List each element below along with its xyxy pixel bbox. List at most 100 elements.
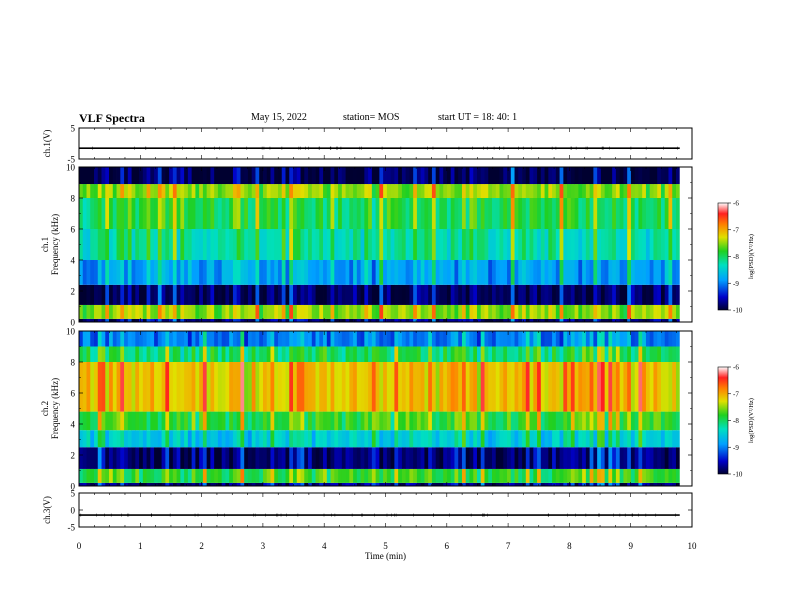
- spectrogram-cell: [293, 430, 298, 448]
- spectrogram-cell: [289, 468, 294, 483]
- spectrogram-cell: [514, 167, 519, 185]
- spectrogram-cell: [139, 304, 144, 319]
- spectrogram-cell: [615, 229, 621, 260]
- spectrogram-cell: [533, 430, 538, 448]
- spectrogram-cell: [503, 318, 508, 322]
- spectrogram-cell: [176, 184, 181, 198]
- spectrogram-cell: [619, 260, 624, 285]
- spectrogram-cell: [660, 447, 666, 469]
- spectrogram-cell: [386, 284, 392, 305]
- spectrogram-cell: [597, 198, 602, 229]
- y-axis-label: ch.3(V): [42, 496, 52, 524]
- spectrogram-cell: [600, 304, 606, 319]
- spectrogram-cell: [649, 482, 654, 486]
- spectrogram-cell: [660, 468, 666, 483]
- spectrogram-cell: [154, 331, 159, 347]
- spectrogram-cell: [341, 260, 346, 285]
- spectrogram-cell: [672, 430, 677, 448]
- spectrogram-cell: [210, 184, 215, 198]
- spectrogram-cell: [450, 304, 455, 319]
- spectrogram-cell: [161, 184, 166, 198]
- spectrogram-cell: [262, 229, 268, 260]
- spectrogram-cell: [540, 346, 545, 362]
- spectrogram-cell: [101, 468, 106, 483]
- spectrogram-cell: [630, 260, 636, 285]
- spectrogram-cell: [247, 362, 253, 412]
- spectrogram-cell: [492, 184, 497, 198]
- spectrogram-cell: [638, 331, 643, 347]
- spectrogram-cell: [675, 468, 681, 483]
- spectrogram-cell: [240, 430, 245, 448]
- spectrogram-cell: [82, 362, 87, 412]
- spectrogram-cell: [191, 346, 196, 362]
- spectrogram-cell: [169, 304, 174, 319]
- spectrogram-cell: [544, 468, 549, 483]
- spectrogram-cell: [281, 284, 286, 305]
- spectrogram-cell: [608, 167, 613, 185]
- spectrogram-cell: [600, 346, 606, 362]
- spectrogram-cell: [150, 411, 155, 431]
- spectrogram-cell: [296, 331, 301, 347]
- spectrogram-cell: [435, 362, 440, 412]
- spectrogram-cell: [401, 430, 407, 448]
- spectrogram-cell: [180, 167, 185, 185]
- spectrogram-cell: [356, 331, 361, 347]
- spectrogram-cell: [649, 318, 654, 322]
- spectrogram-cell: [86, 284, 91, 305]
- spectrogram-cell: [394, 468, 399, 483]
- spectrogram-cell: [251, 468, 256, 483]
- spectrogram-cell: [311, 304, 316, 319]
- spectrogram-cell: [484, 284, 489, 305]
- spectrogram-cell: [116, 198, 121, 229]
- spectrogram-cell: [199, 411, 204, 431]
- spectrogram-cell: [296, 346, 301, 362]
- spectrogram-cell: [379, 304, 384, 319]
- spectrogram-cell: [578, 167, 583, 185]
- spectrogram-cell: [544, 318, 549, 322]
- spectrogram-cell: [79, 304, 84, 319]
- spectrogram-cell: [492, 482, 497, 486]
- spectrogram-cell: [645, 482, 651, 486]
- spectrogram-cell: [461, 468, 467, 483]
- spectrogram-cell: [150, 430, 155, 448]
- spectrogram-cell: [150, 284, 155, 305]
- spectrogram-cell: [364, 482, 369, 486]
- spectrogram-cell: [600, 482, 606, 486]
- spectrogram-cell: [529, 411, 534, 431]
- spectrogram-cell: [356, 167, 361, 185]
- spectrogram-cell: [146, 430, 151, 448]
- spectrogram-cell: [187, 331, 193, 347]
- spectrogram-cell: [544, 482, 549, 486]
- spectrogram-cell: [484, 331, 489, 347]
- spectrogram-cell: [476, 229, 482, 260]
- spectrogram-cell: [79, 184, 84, 198]
- spectrogram-cell: [221, 167, 226, 185]
- spectrogram-cell: [375, 229, 380, 260]
- spectrogram-cell: [247, 411, 253, 431]
- spectrogram-cell: [221, 430, 226, 448]
- spectrogram-cell: [375, 260, 380, 285]
- spectrogram-cell: [473, 430, 478, 448]
- spectrogram-cell: [533, 260, 538, 285]
- spectrogram-cell: [522, 284, 527, 305]
- spectrogram-cell: [247, 430, 253, 448]
- spectrogram-cell: [356, 318, 361, 322]
- spectrogram-cell: [240, 318, 245, 322]
- spectrogram-cell: [612, 447, 617, 469]
- spectrogram-cell: [364, 411, 369, 431]
- spectrogram-cell: [161, 362, 166, 412]
- spectrogram-cell: [619, 331, 624, 347]
- spectrogram-cell: [593, 411, 598, 431]
- spectrogram-cell: [604, 318, 609, 322]
- spectrogram-cell: [503, 304, 508, 319]
- spectrogram-cell: [289, 318, 294, 322]
- spectrogram-cell: [514, 468, 519, 483]
- spectrogram-cell: [195, 346, 200, 362]
- spectrogram-cell: [634, 482, 639, 486]
- spectrogram-cell: [450, 331, 455, 347]
- spectrogram-cell: [499, 198, 504, 229]
- spectrogram-cell: [270, 447, 275, 469]
- spectrogram-cell: [431, 229, 437, 260]
- spectrogram-cell: [510, 229, 515, 260]
- spectrogram-cell: [582, 260, 587, 285]
